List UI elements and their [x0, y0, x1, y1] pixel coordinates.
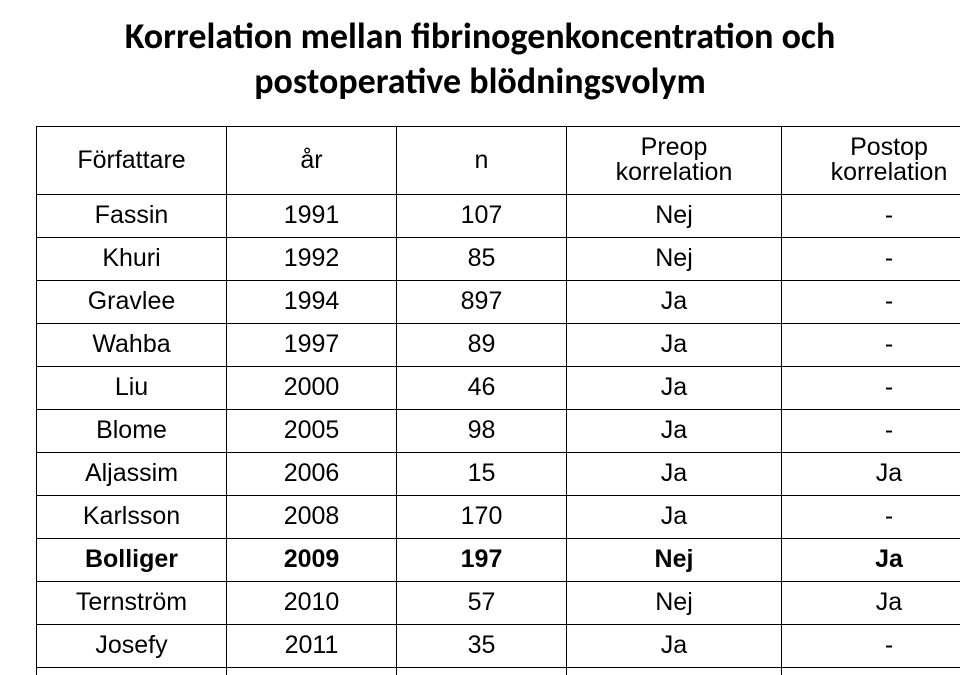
cell-value: 46: [397, 367, 567, 410]
cell-value: 107: [397, 195, 567, 238]
cell-value: 2006: [227, 453, 397, 496]
title-line-1: Korrelation mellan fibrinogenkoncentrati…: [125, 14, 836, 58]
cell-value: 98: [397, 410, 567, 453]
table-row: Josefy201135Ja-: [37, 625, 960, 668]
table-row: Emeklibas2012104Nej-: [37, 668, 960, 675]
cell-value: Nej: [567, 195, 782, 238]
cell-value: 197: [397, 539, 567, 582]
cell-author: Wahba: [37, 324, 227, 367]
table-head: Författare år n Preopkorrelation Postopk…: [37, 127, 960, 195]
cell-value: 2000: [227, 367, 397, 410]
cell-value: 2009: [227, 539, 397, 582]
cell-value: Nej: [567, 582, 782, 625]
cell-author: Khuri: [37, 238, 227, 281]
cell-value: 1991: [227, 195, 397, 238]
cell-author: Karlsson: [37, 496, 227, 539]
cell-value: Nej: [567, 668, 782, 675]
cell-value: Nej: [567, 238, 782, 281]
correlation-table: Författare år n Preopkorrelation Postopk…: [36, 126, 960, 675]
cell-value: -: [782, 367, 960, 410]
cell-author: Gravlee: [37, 281, 227, 324]
cell-value: Ja: [567, 496, 782, 539]
col-header-author: Författare: [37, 127, 227, 195]
cell-value: 2010: [227, 582, 397, 625]
cell-value: 104: [397, 668, 567, 675]
table-row: Wahba199789Ja-: [37, 324, 960, 367]
cell-value: 35: [397, 625, 567, 668]
cell-value: Nej: [567, 539, 782, 582]
cell-value: -: [782, 195, 960, 238]
table-row: Fassin1991107Nej-: [37, 195, 960, 238]
cell-value: 89: [397, 324, 567, 367]
cell-value: 897: [397, 281, 567, 324]
cell-value: Ja: [782, 582, 960, 625]
cell-author: Fassin: [37, 195, 227, 238]
cell-value: Ja: [567, 367, 782, 410]
col-header-preop: Preopkorrelation: [567, 127, 782, 195]
cell-author: Emeklibas: [37, 668, 227, 675]
table-body: Fassin1991107Nej-Khuri199285Nej-Gravlee1…: [37, 195, 960, 675]
col-header-postop: Postopkorrelation: [782, 127, 960, 195]
cell-author: Bolliger: [37, 539, 227, 582]
cell-value: 2011: [227, 625, 397, 668]
cell-value: -: [782, 668, 960, 675]
cell-value: 57: [397, 582, 567, 625]
cell-value: Ja: [567, 324, 782, 367]
table-row: Blome200598Ja-: [37, 410, 960, 453]
cell-value: Ja: [782, 453, 960, 496]
table-row: Khuri199285Nej-: [37, 238, 960, 281]
cell-author: Ternström: [37, 582, 227, 625]
table-row: Ternström201057NejJa: [37, 582, 960, 625]
cell-value: Ja: [567, 281, 782, 324]
cell-value: Ja: [567, 453, 782, 496]
slide-title: Korrelation mellan fibrinogenkoncentrati…: [36, 14, 924, 104]
cell-value: -: [782, 281, 960, 324]
cell-author: Liu: [37, 367, 227, 410]
col-header-n: n: [397, 127, 567, 195]
cell-value: 2005: [227, 410, 397, 453]
cell-value: 170: [397, 496, 567, 539]
cell-author: Josefy: [37, 625, 227, 668]
table-header-row: Författare år n Preopkorrelation Postopk…: [37, 127, 960, 195]
table-row: Bolliger2009197NejJa: [37, 539, 960, 582]
cell-value: -: [782, 496, 960, 539]
cell-value: -: [782, 410, 960, 453]
cell-value: 15: [397, 453, 567, 496]
cell-value: 1997: [227, 324, 397, 367]
col-header-year: år: [227, 127, 397, 195]
cell-value: Ja: [567, 625, 782, 668]
cell-author: Aljassim: [37, 453, 227, 496]
cell-value: 2012: [227, 668, 397, 675]
cell-value: Ja: [567, 410, 782, 453]
cell-value: 1992: [227, 238, 397, 281]
cell-value: Ja: [782, 539, 960, 582]
cell-value: -: [782, 238, 960, 281]
cell-value: -: [782, 324, 960, 367]
table-row: Karlsson2008170Ja-: [37, 496, 960, 539]
table-row: Gravlee1994897Ja-: [37, 281, 960, 324]
cell-value: 85: [397, 238, 567, 281]
cell-author: Blome: [37, 410, 227, 453]
table-row: Aljassim200615JaJa: [37, 453, 960, 496]
table-row: Liu200046Ja-: [37, 367, 960, 410]
slide: Korrelation mellan fibrinogenkoncentrati…: [0, 0, 960, 675]
cell-value: 1994: [227, 281, 397, 324]
title-line-2: postoperative blödningsvolym: [254, 59, 706, 103]
cell-value: -: [782, 625, 960, 668]
cell-value: 2008: [227, 496, 397, 539]
